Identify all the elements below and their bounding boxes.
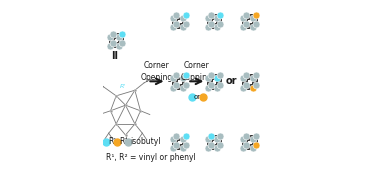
Text: or: or bbox=[226, 76, 237, 86]
Text: Corner: Corner bbox=[184, 61, 210, 70]
Text: or: or bbox=[194, 94, 201, 100]
Text: Opening: Opening bbox=[141, 73, 173, 82]
Text: R': R' bbox=[120, 84, 126, 89]
Text: Capping: Capping bbox=[181, 73, 213, 82]
Text: R¹: R¹ bbox=[108, 137, 117, 146]
Text: II: II bbox=[111, 51, 118, 61]
Text: R¹, R² = vinyl or phenyl: R¹, R² = vinyl or phenyl bbox=[106, 153, 196, 162]
Text: isobutyl: isobutyl bbox=[130, 137, 160, 146]
Text: R²: R² bbox=[119, 137, 128, 146]
Text: Corner: Corner bbox=[144, 61, 170, 70]
